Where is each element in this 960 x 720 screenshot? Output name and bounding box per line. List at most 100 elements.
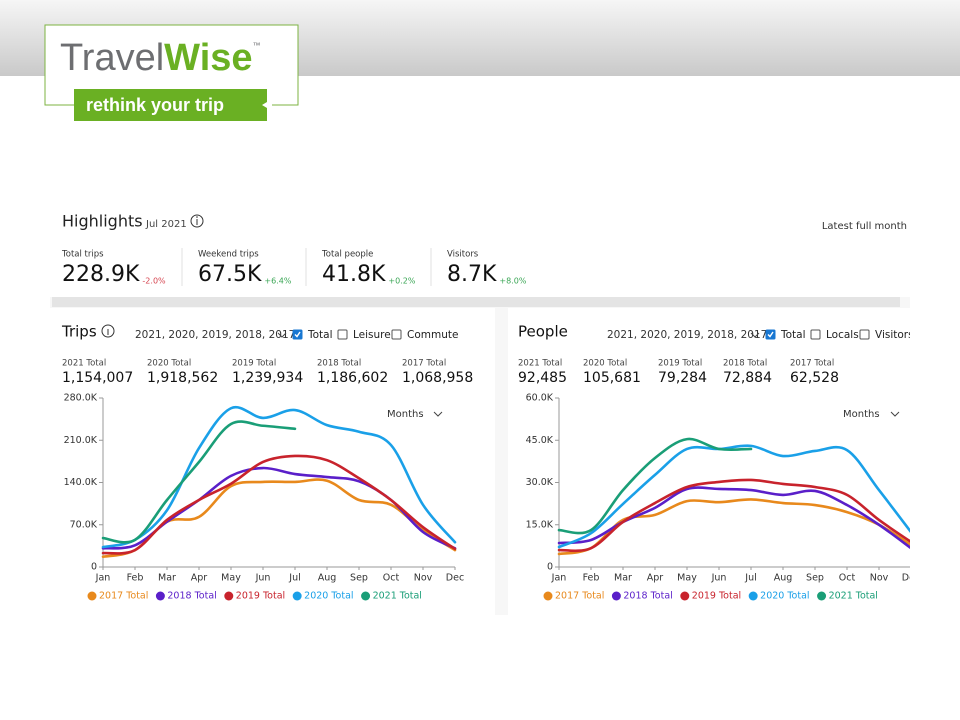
total-value: 92,485 bbox=[518, 370, 567, 386]
x-tick-label: Jan bbox=[95, 573, 111, 584]
checkbox-label: Leisure bbox=[353, 329, 391, 341]
x-tick-label: Feb bbox=[127, 573, 144, 584]
legend-label: 2017 Total bbox=[555, 591, 604, 602]
x-tick-label: Sep bbox=[806, 573, 824, 584]
kpi-change: +8.0% bbox=[499, 277, 526, 286]
granularity[interactable]: Months bbox=[843, 409, 880, 420]
x-tick-label: Nov bbox=[414, 573, 433, 584]
series-line bbox=[557, 444, 910, 549]
kpi-value: 41.8K bbox=[322, 262, 386, 287]
tagline: rethink your trip bbox=[86, 95, 224, 115]
total-label: 2021 Total bbox=[518, 359, 562, 369]
series-line bbox=[101, 420, 297, 544]
legend-label: 2020 Total bbox=[304, 591, 353, 602]
year-filter[interactable]: 2021, 2020, 2019, 2018, 2017 bbox=[607, 329, 767, 341]
total-value: 72,884 bbox=[723, 370, 772, 386]
kpi-label: Weekend trips bbox=[198, 250, 259, 260]
highlights-period: Jul 2021 bbox=[145, 219, 187, 230]
legend-label: 2018 Total bbox=[623, 591, 672, 602]
chart-panel: People 2021, 2020, 2019, 2018, 2017 Total L… bbox=[518, 323, 920, 602]
checkbox-label: Visitors bbox=[875, 329, 914, 341]
tagline-arrow bbox=[262, 99, 272, 111]
year-filter[interactable]: 2021, 2020, 2019, 2018, 2017 bbox=[135, 329, 295, 341]
logo: TravelWise™ rethink your trip bbox=[44, 24, 299, 121]
dropdown-chevron[interactable] bbox=[890, 411, 900, 417]
checkbox-label: Commute bbox=[407, 329, 458, 341]
scroll-strip bbox=[52, 297, 900, 307]
legend-label: 2019 Total bbox=[692, 591, 741, 602]
x-tick-label: Oct bbox=[383, 573, 400, 584]
x-tick-label: Jul bbox=[288, 573, 300, 584]
x-tick-label: Nov bbox=[870, 573, 889, 584]
y-tick-label: 0 bbox=[547, 562, 553, 573]
total-value: 1,154,007 bbox=[62, 370, 133, 386]
x-tick-label: Jul bbox=[744, 573, 756, 584]
y-tick-label: 280.0K bbox=[64, 393, 98, 404]
total-label: 2017 Total bbox=[790, 359, 834, 369]
total-label: 2018 Total bbox=[317, 359, 361, 369]
legend-label: 2020 Total bbox=[760, 591, 809, 602]
total-label: 2018 Total bbox=[723, 359, 767, 369]
x-tick-label: Aug bbox=[774, 573, 793, 584]
x-tick-label: Jun bbox=[255, 573, 271, 584]
x-tick-label: May bbox=[221, 573, 241, 584]
y-tick-label: 70.0K bbox=[70, 519, 98, 530]
x-tick-label: Dec bbox=[902, 573, 920, 584]
kpi-label: Total trips bbox=[61, 250, 104, 260]
series-line bbox=[101, 454, 457, 555]
checkbox[interactable] bbox=[810, 329, 821, 340]
total-value: 1,239,934 bbox=[232, 370, 303, 386]
total-label: 2021 Total bbox=[62, 359, 106, 369]
checkbox[interactable] bbox=[391, 329, 402, 340]
brand-part: Wise bbox=[164, 37, 252, 79]
tagline-band bbox=[74, 89, 267, 121]
y-tick-label: 45.0K bbox=[526, 435, 554, 446]
y-tick-label: 210.0K bbox=[64, 435, 98, 446]
kpi-value: 67.5K bbox=[198, 262, 262, 287]
x-tick-label: Oct bbox=[839, 573, 856, 584]
legend-swatch bbox=[87, 591, 97, 601]
total-value: 79,284 bbox=[658, 370, 707, 386]
info-icon[interactable] bbox=[190, 214, 204, 228]
kpi-label: Total people bbox=[321, 250, 373, 260]
chart-panel: Trips 2021, 2020, 2019, 2018, 2017 Total Le… bbox=[61, 323, 473, 602]
x-tick-label: Feb bbox=[583, 573, 600, 584]
kpi-label: Visitors bbox=[447, 250, 479, 260]
y-tick-label: 140.0K bbox=[64, 477, 98, 488]
y-tick-label: 15.0K bbox=[526, 519, 554, 530]
x-tick-label: Jun bbox=[711, 573, 727, 584]
x-tick-label: Apr bbox=[647, 573, 664, 584]
total-value: 62,528 bbox=[790, 370, 839, 386]
legend-label: 2019 Total bbox=[236, 591, 285, 602]
info-icon[interactable] bbox=[101, 324, 115, 338]
checkmark bbox=[294, 331, 301, 338]
kpi-value: 8.7K bbox=[447, 262, 497, 287]
granularity[interactable]: Months bbox=[387, 409, 424, 420]
kpi-change: +0.2% bbox=[388, 277, 415, 286]
x-tick-label: Aug bbox=[318, 573, 337, 584]
chart-title: Trips bbox=[61, 323, 97, 341]
total-value: 105,681 bbox=[583, 370, 641, 386]
total-value: 1,186,602 bbox=[317, 370, 388, 386]
checkbox[interactable] bbox=[337, 329, 348, 340]
legend-swatch bbox=[748, 591, 758, 601]
y-tick-label: 60.0K bbox=[526, 393, 554, 404]
checkbox-label: Total bbox=[307, 329, 333, 341]
legend-swatch bbox=[611, 591, 621, 601]
legend-label: 2017 Total bbox=[99, 591, 148, 602]
total-label: 2020 Total bbox=[583, 359, 627, 369]
charts: Trips 2021, 2020, 2019, 2018, 2017 Total Le… bbox=[61, 323, 920, 602]
x-tick-label: Dec bbox=[446, 573, 464, 584]
dropdown-chevron[interactable] bbox=[277, 332, 287, 338]
legend-label: 2021 Total bbox=[373, 591, 422, 602]
brand-part: Travel bbox=[60, 37, 164, 79]
people-card bbox=[508, 308, 910, 615]
checkbox-label: Locals bbox=[826, 329, 859, 341]
legend-swatch bbox=[817, 591, 827, 601]
kpi-change: +6.4% bbox=[264, 277, 291, 286]
dropdown-chevron[interactable] bbox=[433, 411, 443, 417]
dropdown-chevron[interactable] bbox=[750, 332, 760, 338]
checkbox[interactable] bbox=[859, 329, 870, 340]
legend-swatch bbox=[292, 591, 302, 601]
total-value: 1,918,562 bbox=[147, 370, 218, 386]
